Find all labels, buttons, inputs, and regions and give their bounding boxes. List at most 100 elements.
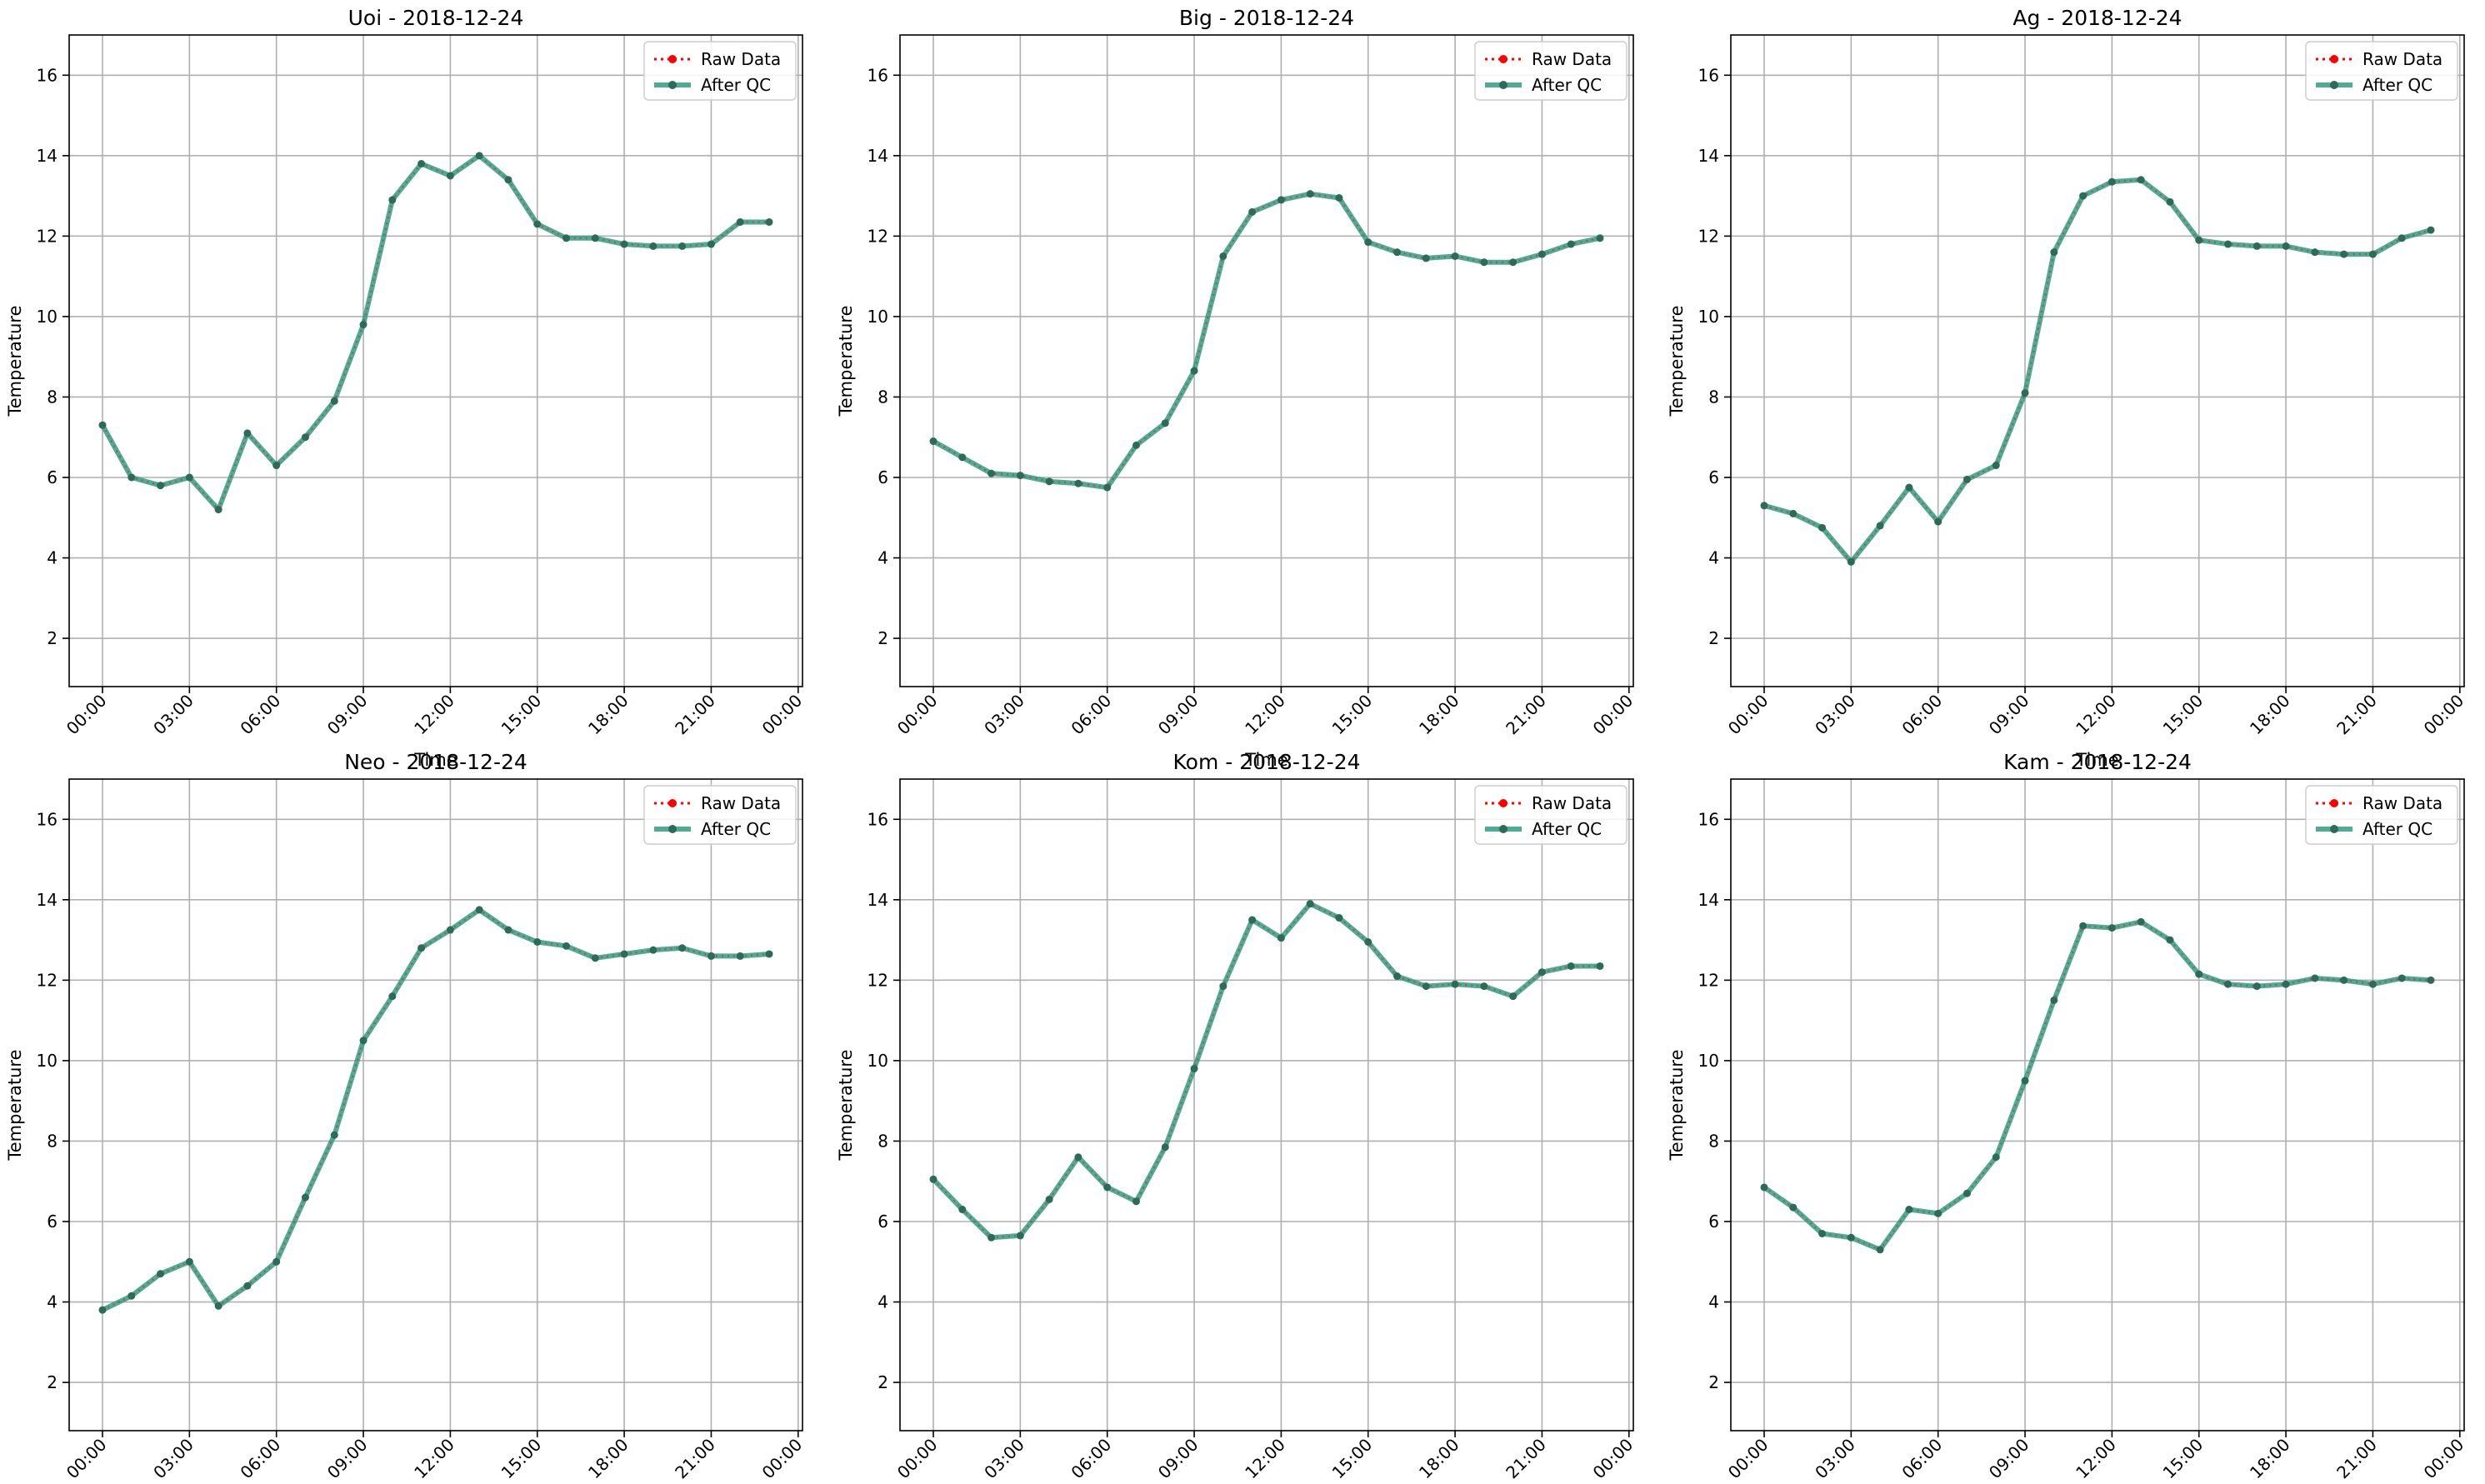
x-tick-label: 00:00 bbox=[1589, 691, 1638, 739]
x-tick-label: 18:00 bbox=[584, 691, 632, 739]
after-qc-point bbox=[736, 952, 744, 960]
x-tick-label: 15:00 bbox=[1328, 691, 1377, 739]
after-qc-point bbox=[157, 482, 165, 490]
series-line-raw-data bbox=[932, 192, 1601, 489]
after-qc-point bbox=[1789, 509, 1798, 517]
y-tick-label: 16 bbox=[37, 65, 58, 85]
after-qc-point bbox=[1248, 207, 1257, 216]
y-tick-label: 6 bbox=[47, 1212, 58, 1232]
y-tick-label: 14 bbox=[37, 890, 58, 910]
after-qc-point bbox=[2368, 980, 2377, 988]
after-qc-point bbox=[2137, 917, 2145, 926]
y-tick-label: 4 bbox=[878, 1292, 888, 1312]
after-qc-point bbox=[958, 453, 967, 462]
after-qc-point bbox=[1596, 962, 1604, 970]
after-qc-point bbox=[1962, 1189, 1971, 1197]
series-line-raw-data bbox=[1763, 178, 2432, 564]
y-tick-label: 10 bbox=[868, 1051, 888, 1071]
after-qc-point bbox=[2224, 980, 2232, 988]
y-tick-label: 6 bbox=[878, 467, 888, 487]
y-tick-label: 10 bbox=[37, 1051, 58, 1071]
after-qc-point bbox=[707, 952, 715, 960]
after-qc-point bbox=[1538, 968, 1546, 977]
y-axis-label: Temperature bbox=[5, 1049, 25, 1161]
after-qc-point bbox=[765, 950, 773, 958]
after-qc-point bbox=[1567, 240, 1575, 248]
after-qc-point bbox=[649, 242, 658, 250]
after-qc-point bbox=[1422, 982, 1430, 991]
legend-raw-marker bbox=[668, 799, 677, 807]
after-qc-point bbox=[475, 152, 483, 160]
series-line-raw-data bbox=[102, 908, 770, 1312]
after-qc-point bbox=[988, 1233, 996, 1242]
after-qc-point bbox=[388, 992, 397, 1001]
after-qc-point bbox=[2079, 192, 2088, 200]
y-tick-label: 14 bbox=[37, 146, 58, 166]
x-tick-label: 15:00 bbox=[2159, 1435, 2208, 1483]
after-qc-point bbox=[620, 240, 628, 248]
legend: Raw Data After QC bbox=[643, 41, 797, 101]
after-qc-point bbox=[678, 242, 687, 250]
after-qc-point bbox=[1760, 502, 1768, 510]
legend: Raw Data After QC bbox=[2305, 785, 2458, 845]
after-qc-point bbox=[1992, 1153, 2000, 1162]
series-line-after-qc bbox=[101, 907, 770, 1312]
y-tick-label: 10 bbox=[1698, 1051, 1719, 1071]
x-tick-label: 00:00 bbox=[758, 691, 807, 739]
after-qc-point bbox=[707, 240, 715, 248]
y-axis-label: Temperature bbox=[1667, 305, 1687, 417]
after-qc-point bbox=[1818, 1229, 1827, 1237]
x-tick-label: 00:00 bbox=[2420, 691, 2468, 739]
after-qc-point bbox=[1364, 938, 1372, 946]
after-qc-point bbox=[418, 944, 426, 952]
after-qc-point bbox=[2368, 250, 2377, 258]
panel-4: 00:00 03:00 06:00 09:00 12:00 15:00 18:00 21:00… bbox=[836, 750, 1637, 1483]
after-qc-point bbox=[2050, 248, 2058, 257]
after-qc-point bbox=[98, 421, 107, 429]
x-tick-label: 12:00 bbox=[410, 1435, 458, 1483]
y-tick-label: 8 bbox=[47, 387, 58, 407]
chart-title: Neo - 2018-12-24 bbox=[344, 750, 528, 774]
after-qc-point bbox=[1248, 916, 1257, 924]
after-qc-point bbox=[272, 462, 281, 470]
after-qc-point bbox=[2137, 176, 2145, 184]
y-tick-label: 2 bbox=[47, 628, 58, 648]
after-qc-point bbox=[929, 1175, 938, 1183]
x-tick-label: 15:00 bbox=[2159, 691, 2208, 739]
after-qc-point bbox=[2021, 389, 2029, 397]
x-tick-label: 06:00 bbox=[237, 691, 285, 739]
x-tick-label: 03:00 bbox=[980, 1435, 1028, 1483]
after-qc-point bbox=[1451, 980, 1459, 988]
legend-raw-label: Raw Data bbox=[1532, 793, 1612, 813]
y-tick-label: 8 bbox=[878, 387, 888, 407]
legend: Raw Data After QC bbox=[2305, 41, 2458, 101]
after-qc-point bbox=[1335, 914, 1343, 922]
y-tick-label: 6 bbox=[878, 1212, 888, 1232]
y-tick-label: 8 bbox=[1708, 1131, 1719, 1151]
after-qc-point bbox=[1277, 934, 1285, 942]
after-qc-point bbox=[2166, 936, 2174, 944]
after-qc-point bbox=[1016, 1232, 1024, 1240]
x-tick-label: 21:00 bbox=[671, 691, 719, 739]
after-qc-point bbox=[2108, 924, 2116, 932]
plot-frame bbox=[68, 34, 803, 687]
y-tick-label: 10 bbox=[37, 307, 58, 327]
after-qc-point bbox=[562, 942, 571, 950]
after-qc-point bbox=[1103, 483, 1112, 492]
legend-raw-label: Raw Data bbox=[1532, 49, 1612, 69]
after-qc-point bbox=[446, 172, 454, 180]
y-tick-label: 4 bbox=[878, 548, 888, 568]
after-qc-point bbox=[1818, 523, 1827, 532]
x-axis-label: Time bbox=[2075, 750, 2118, 770]
after-qc-point bbox=[1161, 419, 1169, 427]
x-tick-label: 00:00 bbox=[1724, 691, 1772, 739]
plot-frame bbox=[1730, 34, 2465, 687]
x-tick-label: 21:00 bbox=[671, 1435, 719, 1483]
y-tick-label: 16 bbox=[37, 809, 58, 829]
y-tick-label: 6 bbox=[47, 467, 58, 487]
after-qc-point bbox=[330, 1131, 338, 1139]
y-tick-label: 12 bbox=[37, 226, 58, 246]
after-qc-point bbox=[2282, 980, 2290, 988]
y-tick-label: 10 bbox=[1698, 307, 1719, 327]
y-tick-label: 14 bbox=[868, 146, 888, 166]
